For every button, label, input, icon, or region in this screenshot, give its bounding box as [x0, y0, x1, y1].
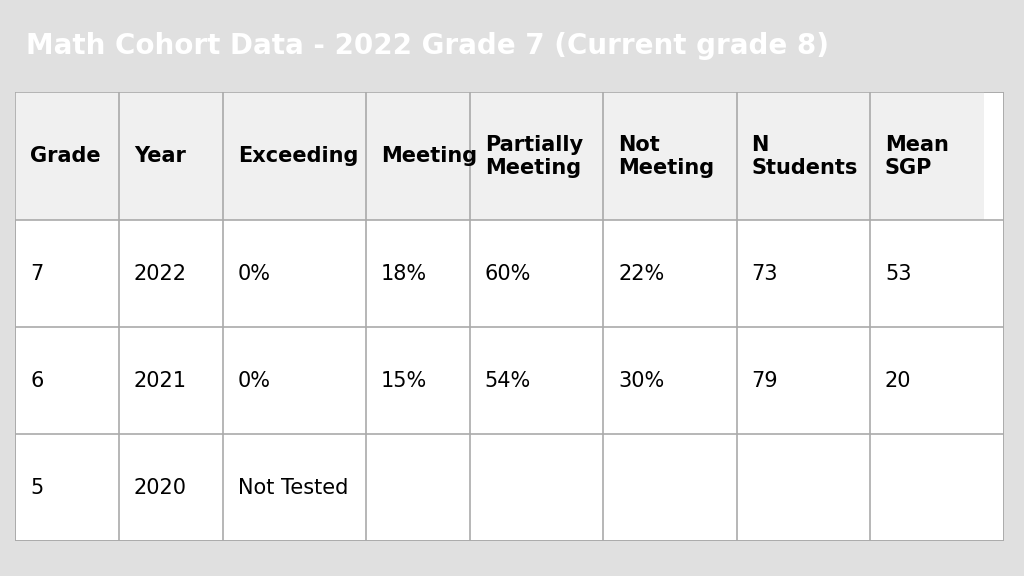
- Text: 54%: 54%: [484, 370, 531, 391]
- Text: 5: 5: [30, 478, 43, 498]
- Text: Year: Year: [134, 146, 185, 166]
- Bar: [470, 92, 603, 220]
- Text: Grade: Grade: [30, 146, 100, 166]
- Bar: [119, 92, 223, 220]
- Text: 18%: 18%: [381, 264, 427, 283]
- Text: 15%: 15%: [381, 370, 427, 391]
- Text: Not
Meeting: Not Meeting: [618, 135, 715, 178]
- Text: 22%: 22%: [618, 264, 665, 283]
- Bar: [15, 92, 119, 220]
- Bar: [603, 92, 736, 220]
- Text: 2021: 2021: [134, 370, 187, 391]
- Text: 6: 6: [30, 370, 44, 391]
- Text: Partially
Meeting: Partially Meeting: [484, 135, 583, 178]
- Text: N
Students: N Students: [752, 135, 858, 178]
- Text: Math Cohort Data - 2022 Grade 7 (Current grade 8): Math Cohort Data - 2022 Grade 7 (Current…: [26, 32, 828, 60]
- Text: 79: 79: [752, 370, 778, 391]
- Text: 73: 73: [752, 264, 778, 283]
- Text: 30%: 30%: [618, 370, 665, 391]
- Bar: [736, 92, 870, 220]
- Text: 53: 53: [885, 264, 911, 283]
- Text: 7: 7: [30, 264, 43, 283]
- Bar: [870, 92, 984, 220]
- Text: Exceeding: Exceeding: [238, 146, 358, 166]
- Text: 2020: 2020: [134, 478, 187, 498]
- Text: 20: 20: [885, 370, 911, 391]
- Text: 60%: 60%: [484, 264, 531, 283]
- Text: Not Tested: Not Tested: [238, 478, 348, 498]
- Bar: [367, 92, 470, 220]
- Text: 0%: 0%: [238, 264, 270, 283]
- Bar: [223, 92, 367, 220]
- Text: 0%: 0%: [238, 370, 270, 391]
- Text: Mean
SGP: Mean SGP: [885, 135, 949, 178]
- Text: Meeting: Meeting: [381, 146, 477, 166]
- Text: 2022: 2022: [134, 264, 187, 283]
